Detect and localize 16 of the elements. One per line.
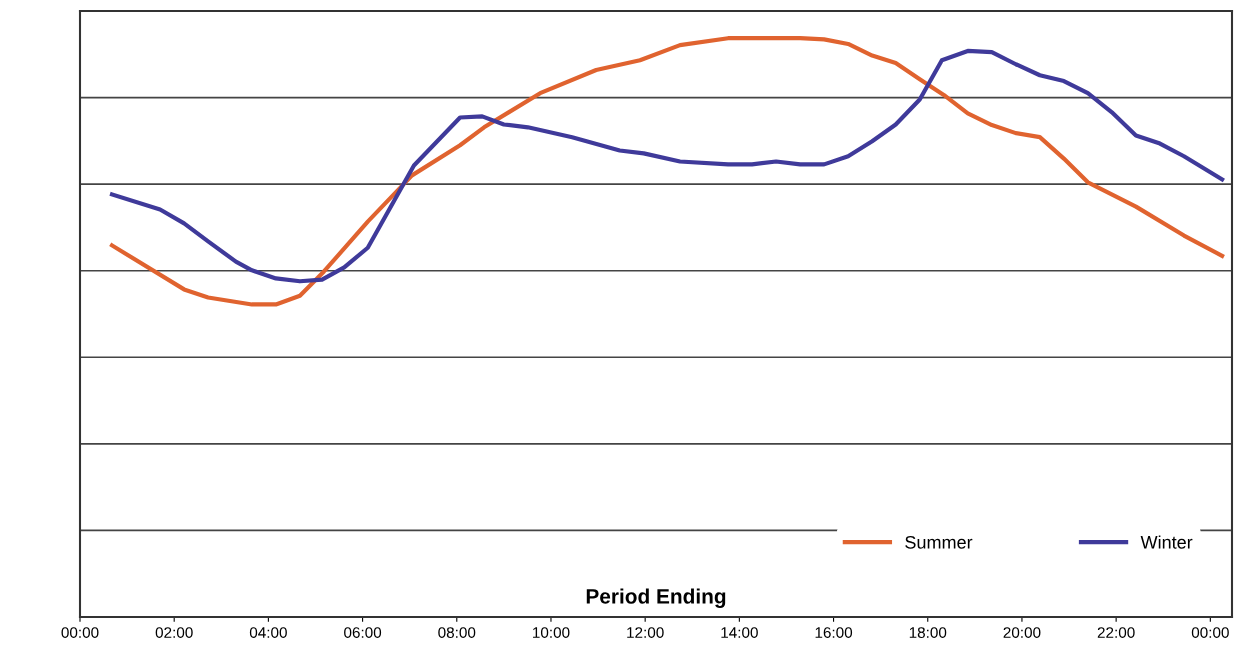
x-tick-label: 16:00 xyxy=(815,627,853,638)
x-tick-label: 10:00 xyxy=(533,627,570,638)
x-tick-label: 18:00 xyxy=(909,627,947,638)
x-tick-label: 20:00 xyxy=(1003,627,1041,638)
x-tick-label: 04:00 xyxy=(249,627,287,638)
x-tick-label: 22:00 xyxy=(1097,627,1135,638)
x-tick-label: 02:00 xyxy=(155,627,193,638)
x-tick-label: 12:00 xyxy=(627,627,664,638)
x-axis-title: Period Ending xyxy=(586,588,726,608)
legend-label: Winter xyxy=(1140,535,1193,549)
x-tick-label: 06:00 xyxy=(344,627,382,638)
x-tick-label: 08:00 xyxy=(438,627,476,638)
legend-label: Summer xyxy=(905,535,973,549)
x-tick-label: 00:00 xyxy=(61,627,99,638)
x-tick-label: 14:00 xyxy=(721,627,758,638)
x-tick-label: 00:00 xyxy=(1191,627,1229,638)
